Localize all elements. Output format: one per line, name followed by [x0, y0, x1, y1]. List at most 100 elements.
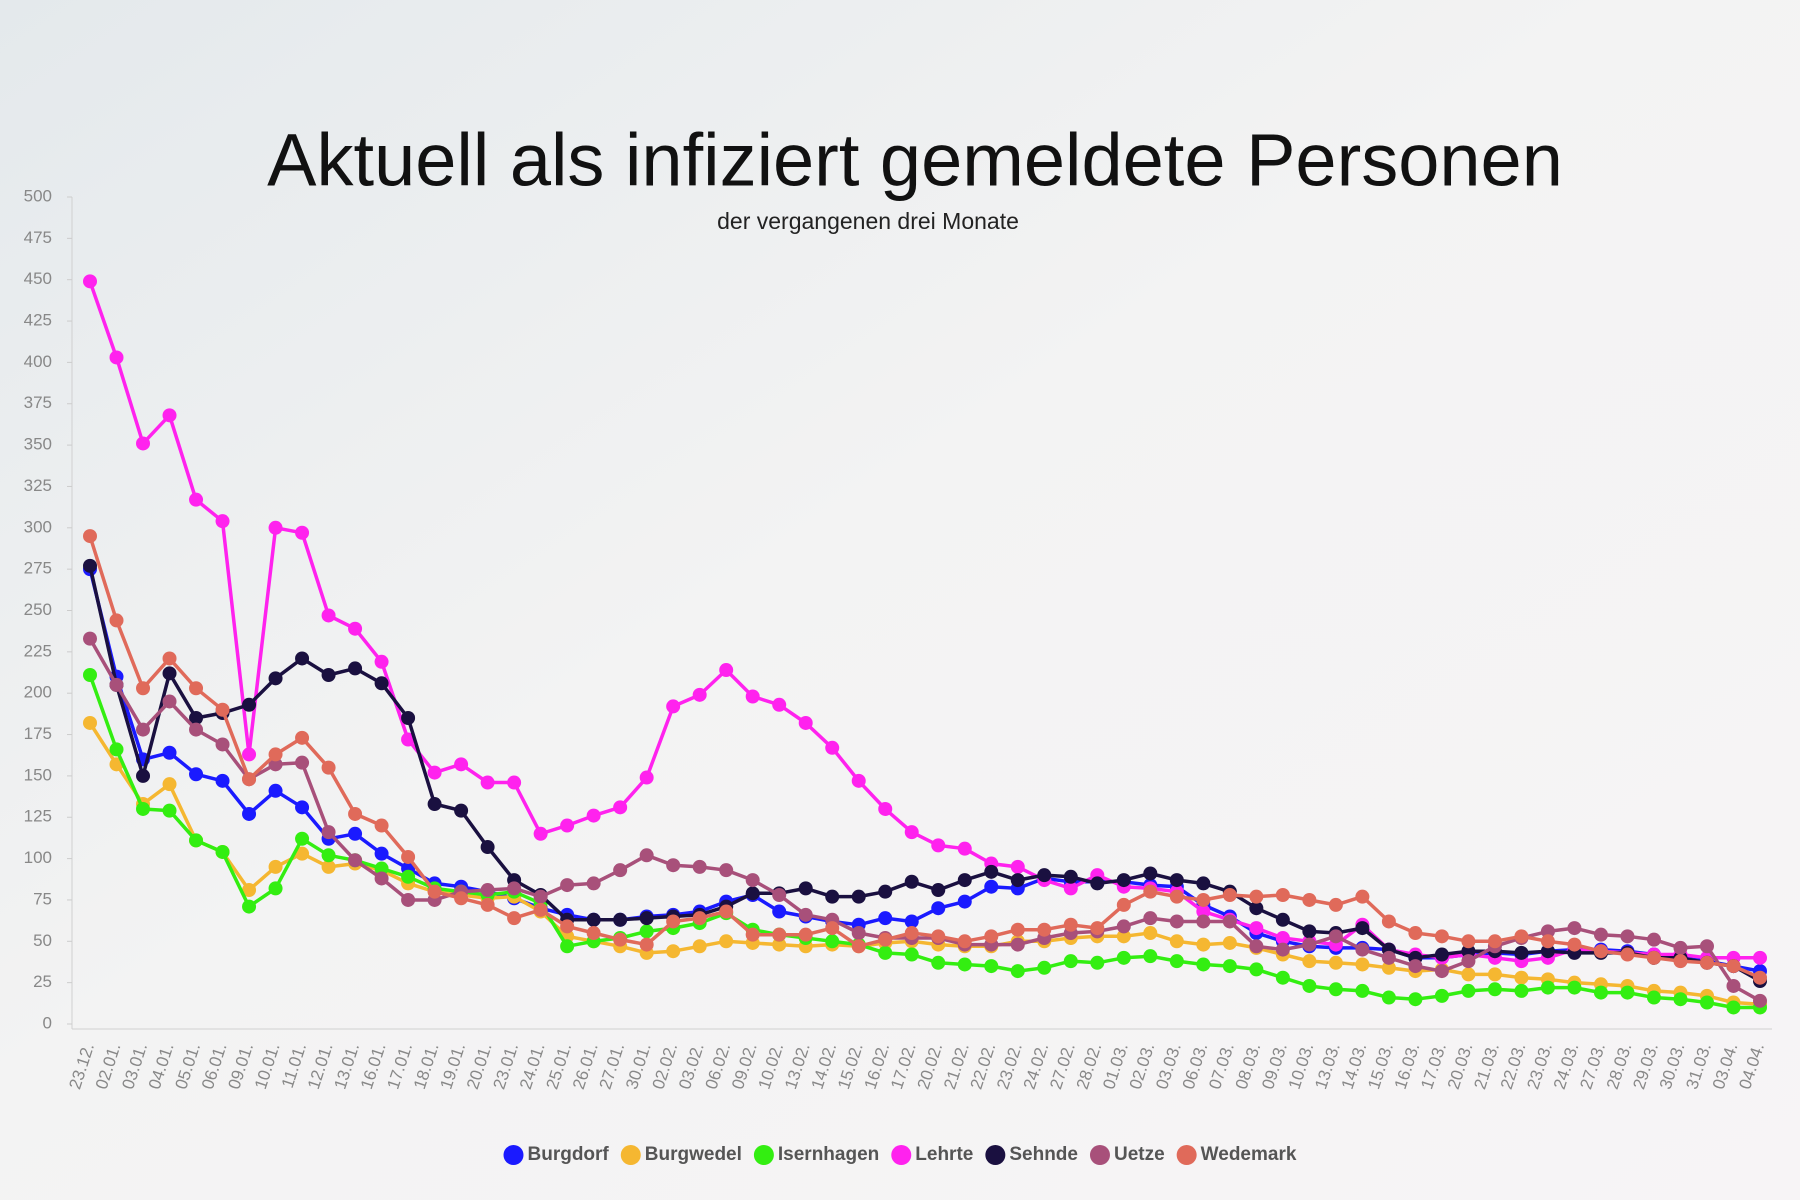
data-point: [1355, 921, 1370, 936]
data-point: [1249, 962, 1264, 977]
data-point: [1143, 911, 1158, 926]
data-point: [454, 891, 469, 906]
data-point: [162, 777, 177, 792]
data-point: [1090, 955, 1105, 970]
data-point: [374, 861, 389, 876]
data-point: [1010, 922, 1025, 937]
data-point: [348, 826, 363, 841]
data-point: [1646, 932, 1661, 947]
data-point: [215, 773, 230, 788]
legend-swatch: [620, 1145, 641, 1165]
data-point: [507, 881, 522, 896]
data-point: [692, 911, 707, 926]
data-point: [1620, 947, 1635, 962]
data-point: [401, 732, 416, 747]
data-point: [1196, 904, 1211, 919]
data-point: [904, 914, 919, 929]
data-point: [1222, 935, 1237, 950]
data-point: [162, 666, 177, 681]
data-point: [1381, 914, 1396, 929]
data-point: [931, 883, 946, 898]
data-point: [984, 879, 999, 894]
data-point: [1275, 930, 1290, 945]
data-point: [1673, 992, 1688, 1007]
data-point: [136, 722, 151, 737]
data-point: [1037, 922, 1052, 937]
y-tick-label: 250: [24, 600, 52, 619]
data-point: [666, 858, 681, 873]
data-point: [1381, 960, 1396, 975]
data-point: [1514, 983, 1529, 998]
data-point: [268, 859, 283, 874]
data-point: [162, 408, 177, 423]
data-point: [268, 881, 283, 896]
data-point: [401, 711, 416, 726]
data-point: [798, 927, 813, 942]
data-point: [1302, 978, 1317, 993]
data-point: [374, 654, 389, 669]
data-point: [984, 929, 999, 944]
data-point: [1116, 897, 1131, 912]
data-point: [745, 886, 760, 901]
data-point: [348, 661, 363, 676]
data-point: [1408, 926, 1423, 941]
data-point: [1116, 950, 1131, 965]
data-point: [1116, 919, 1131, 934]
data-point: [719, 934, 734, 949]
legend: Burgdorf Burgwedel Isernhagen Lehrte Sehnde U…: [503, 1144, 1297, 1165]
data-point: [295, 651, 310, 666]
legend-swatch: [753, 1145, 774, 1165]
data-point: [1249, 921, 1264, 936]
data-point: [1434, 964, 1449, 979]
data-point: [374, 846, 389, 861]
data-point: [1514, 970, 1529, 985]
data-point: [136, 681, 151, 696]
data-point: [957, 841, 972, 856]
series-line: [88, 674, 1760, 1010]
series-line: [88, 535, 1761, 980]
data-point: [1010, 859, 1025, 874]
data-point: [507, 775, 522, 790]
data-point: [904, 926, 919, 941]
data-point: [1037, 868, 1052, 883]
data-point: [162, 803, 177, 818]
data-point: [1196, 892, 1211, 907]
series-line: [88, 637, 1761, 1003]
y-tick-label: 425: [24, 311, 52, 330]
data-point: [1461, 967, 1476, 982]
data-point: [1116, 929, 1131, 944]
data-point: [1143, 866, 1158, 881]
data-point: [1753, 993, 1767, 1008]
data-point: [1540, 944, 1555, 959]
data-point: [1726, 978, 1741, 993]
legend-swatch: [891, 1145, 912, 1165]
legend-label: Lehrte: [915, 1144, 973, 1165]
data-point: [321, 848, 336, 863]
data-point: [586, 808, 601, 823]
y-tick-label: 300: [24, 517, 52, 536]
data-point: [957, 894, 972, 909]
data-point: [613, 863, 628, 878]
data-point: [1328, 955, 1343, 970]
data-point: [401, 849, 416, 864]
data-point: [878, 801, 893, 816]
data-point: [189, 711, 204, 726]
data-point: [295, 846, 310, 861]
y-tick-label: 350: [24, 435, 52, 454]
data-point: [692, 859, 707, 874]
y-tick-label: 125: [24, 807, 52, 826]
data-point: [719, 863, 734, 878]
data-point: [348, 853, 363, 868]
data-point: [719, 663, 734, 678]
data-point: [666, 944, 681, 959]
data-point: [878, 884, 893, 899]
data-point: [639, 770, 654, 785]
data-point: [825, 934, 840, 949]
data-point: [1355, 957, 1370, 972]
y-tick-label: 100: [24, 848, 52, 867]
data-point: [772, 927, 787, 942]
data-point: [851, 926, 866, 941]
data-point: [692, 687, 707, 702]
data-point: [189, 681, 204, 696]
data-point: [1567, 937, 1582, 952]
